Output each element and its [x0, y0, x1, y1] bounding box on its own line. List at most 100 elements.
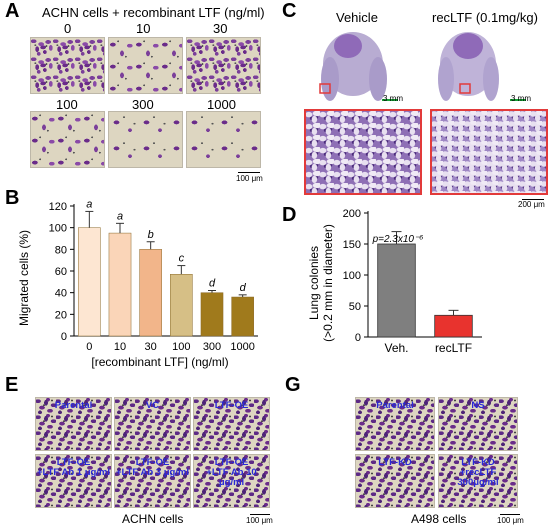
panel-label-e: E	[5, 374, 19, 396]
lung-section-overviews	[319, 32, 499, 101]
significance-letter: d	[240, 282, 247, 294]
panel-c-inset-scale-label: 200 μm	[518, 200, 545, 209]
panel-e-well-label: LTF-OE	[214, 400, 249, 411]
panel-g-well-parental: Parental	[355, 397, 435, 451]
significance-letter: b	[148, 229, 154, 241]
vehicle-lung-inset	[304, 109, 422, 195]
panel-b-chart: 0 20 40 60 80 100 120 a 0 a 10 b 30 c 100 d 300 d 1000 Mig…	[17, 198, 258, 369]
panel-a-conc-10: 10	[136, 21, 151, 36]
y-tick-label: 80	[55, 244, 67, 256]
panel-g-well-ns: NS	[438, 397, 518, 451]
x-tick-label: 10	[114, 341, 126, 353]
panel-a-conc-30: 30	[213, 21, 228, 36]
x-tick-label: 1000	[230, 341, 254, 353]
bar	[170, 274, 193, 337]
panel-g-caption: A498 cells	[411, 512, 467, 526]
panel-e-well-ltf-oe: LTF-OE	[193, 397, 270, 451]
y-tick-label: 100	[343, 270, 361, 282]
x-tick-label: 300	[203, 341, 221, 353]
panel-label-g: G	[285, 374, 301, 396]
reclf-lung-inset	[430, 109, 548, 195]
panel-a-title: ACHN cells + recombinant LTF (ng/ml)	[42, 5, 265, 20]
panel-label-c: C	[282, 0, 297, 22]
panel-d-plot: 0 50 100 150 200 Veh. recLTF	[343, 208, 482, 355]
panel-e-well-ab10: LTF-OE +LTF Ab 10 μg/ml	[193, 454, 270, 508]
significance-letter: a	[86, 198, 92, 210]
panel-g-well-ltf-kd: LTF-KD	[355, 454, 435, 508]
panel-e-well-ab1: LTF-OE +LTF Ab 1 μg/ml	[35, 454, 112, 508]
panel-e-well-label: LTF-OE +LTF Ab 10 μg/ml	[206, 457, 257, 488]
panel-c-label-reclf: recLTF (0.1mg/kg)	[432, 10, 538, 25]
reclf-inset-marker	[459, 83, 471, 94]
vehicle-lung-section	[321, 32, 387, 101]
x-tick-label: Veh.	[384, 341, 408, 355]
panel-label-b: B	[5, 187, 20, 209]
panel-e-well-label: LTF-OE +LTF Ab 1 μg/ml	[36, 457, 111, 478]
panel-g-scale-label: 100 μm	[497, 516, 524, 525]
panel-a-conc-1000: 1000	[207, 97, 236, 112]
y-tick-label: 150	[343, 239, 361, 251]
migration-well-1000	[186, 111, 261, 168]
y-tick-label: 40	[55, 288, 67, 300]
y-tick-label: 100	[49, 223, 67, 235]
y-tick-label: 50	[349, 301, 361, 313]
x-tick-label: recLTF	[435, 341, 472, 355]
bar	[434, 314, 473, 338]
panel-a-scale-bar	[238, 172, 260, 173]
y-tick-label: 20	[55, 309, 67, 321]
migration-well-30	[186, 37, 261, 94]
panel-a-conc-100: 100	[56, 97, 78, 112]
panel-d-ylabel-line2: (>0.2 mm in diameter)	[321, 224, 335, 342]
migration-well-300	[108, 111, 183, 168]
panel-e-well-vc: VC	[114, 397, 191, 451]
panel-g-well-label: LTF-KD +recLTF 300μg/ml	[457, 457, 499, 488]
panel-g-well-label: NS	[471, 400, 485, 411]
reclf-scale-label: 3 mm	[511, 94, 531, 103]
reclf-scale-bar	[510, 99, 526, 101]
panel-d-ylabel-line1: Lung colonies	[307, 246, 321, 320]
panel-d-chart: 0 50 100 150 200 Veh. recLTF Lung colonies (>0…	[307, 208, 482, 355]
panel-e-well-label: VC	[145, 400, 160, 411]
x-tick-label: 30	[145, 341, 157, 353]
significance-letter: d	[209, 278, 216, 290]
significance-letter: a	[117, 210, 123, 222]
migration-well-0	[30, 37, 105, 94]
panel-e-well-parental: Parental	[35, 397, 112, 451]
migration-well-10	[108, 37, 183, 94]
migration-well-100	[30, 111, 105, 168]
panel-c-inset-scale-bar	[522, 199, 544, 200]
x-tick-label: 0	[86, 341, 92, 353]
vehicle-inset-marker	[319, 83, 331, 94]
bar	[139, 249, 162, 337]
panel-b-xlabel: [recombinant LTF] (ng/ml)	[91, 355, 228, 369]
panel-e-caption: ACHN cells	[122, 512, 184, 526]
panel-a-conc-0: 0	[64, 21, 72, 36]
panel-d-annotation: p=2.3x10⁻⁶	[372, 234, 424, 245]
panel-c-label-vehicle: Vehicle	[336, 10, 378, 25]
panel-label-d: D	[282, 204, 297, 226]
panel-e-scale-label: 100 μm	[246, 516, 273, 525]
y-tick-label: 0	[61, 331, 67, 343]
bar	[231, 296, 254, 337]
y-tick-label: 120	[49, 201, 67, 213]
panel-g-well-label: LTF-KD	[378, 457, 412, 468]
panel-b-ylabel: Migrated cells (%)	[17, 230, 31, 326]
panel-b-plot: 0 20 40 60 80 100 120 a 0 a 10 b 30 c 100 d 300 d 1000	[49, 198, 258, 353]
panel-a-conc-300: 300	[132, 97, 154, 112]
panel-g-well-ltf-kd-reclf: LTF-KD +recLTF 300μg/ml	[438, 454, 518, 508]
panel-a-scale-label: 100 μm	[236, 174, 263, 183]
panel-e-scale-bar	[250, 514, 270, 515]
reclf-lung-section	[438, 32, 499, 101]
bar	[377, 243, 416, 338]
bar	[200, 292, 224, 337]
panel-g-scale-bar	[500, 514, 520, 515]
bar	[78, 227, 101, 337]
bar	[108, 232, 132, 337]
vehicle-scale-bar	[382, 99, 398, 101]
y-tick-label: 0	[355, 332, 361, 344]
vehicle-scale-label: 3 mm	[383, 94, 403, 103]
panel-g-well-label: Parental	[376, 400, 414, 411]
y-tick-label: 60	[55, 266, 67, 278]
significance-letter: c	[179, 253, 185, 265]
y-tick-label: 200	[343, 208, 361, 220]
